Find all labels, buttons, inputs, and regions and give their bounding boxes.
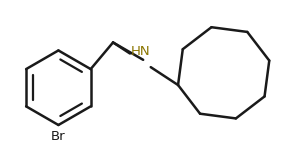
- Text: HN: HN: [131, 45, 150, 58]
- Text: Br: Br: [51, 130, 66, 143]
